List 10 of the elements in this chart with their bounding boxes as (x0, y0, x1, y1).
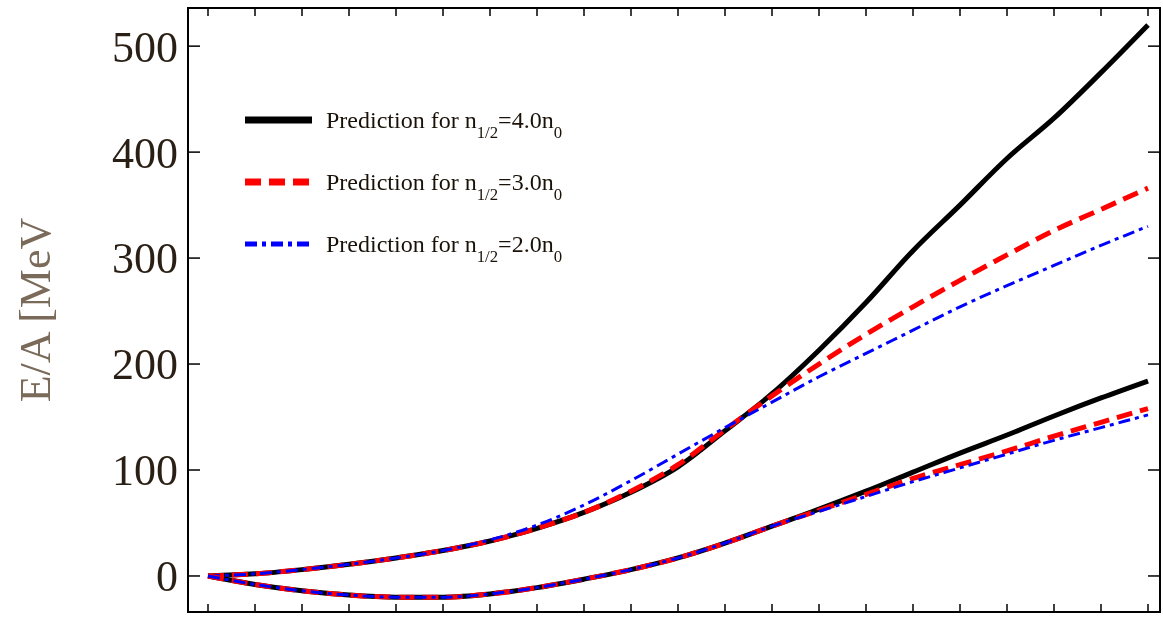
y-tick-label: 300 (112, 234, 178, 284)
y-tick-label: 200 (112, 340, 178, 390)
y-axis-title: E/A [MeV (11, 217, 60, 403)
legend-label: Prediction for n$_{1/2}$=4.0n$_{0}$ (326, 107, 563, 142)
legend-label: Prediction for n$_{1/2}$=2.0n$_{0}$ (326, 231, 563, 266)
y-tick-label: 0 (156, 552, 178, 602)
y-tick-label: 400 (112, 128, 178, 178)
legend-label: Prediction for n$_{1/2}$=3.0n$_{0}$ (326, 169, 563, 204)
y-tick-label: 100 (112, 446, 178, 496)
y-tick-label: 500 (112, 22, 178, 72)
